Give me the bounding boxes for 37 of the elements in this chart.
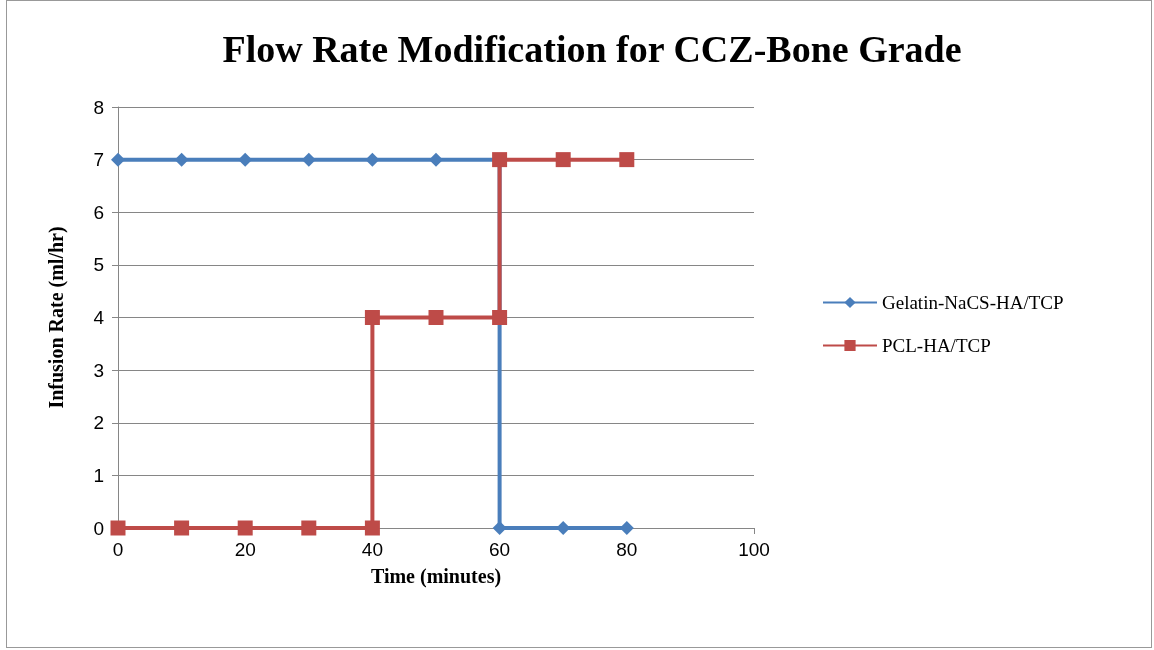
point — [364, 310, 380, 325]
y-tick-label: 4 — [93, 307, 105, 328]
point — [301, 520, 317, 536]
y-tick-label: 2 — [93, 412, 104, 434]
point — [492, 310, 508, 325]
y-tick-label: 0 — [93, 517, 104, 539]
point — [555, 152, 571, 168]
y-tick-label: 1 — [93, 464, 104, 486]
y-tick-label: 6 — [93, 201, 104, 223]
x-tick-label: 0 — [112, 539, 124, 560]
y-tick-label: 7 — [93, 149, 104, 171]
y-axis-title: Infusion Rate (ml/hr) — [45, 226, 68, 409]
legend-label: PCL-HA/TCP — [882, 335, 991, 356]
point — [111, 152, 125, 167]
point — [174, 152, 189, 167]
point — [619, 152, 635, 168]
point — [429, 152, 443, 167]
x-axis-title: Time (minutes) — [370, 565, 502, 588]
point — [428, 310, 444, 325]
point — [301, 152, 316, 167]
y-tick-label: 8 — [93, 96, 104, 118]
legend-label: Gelatin-NaCS-HA/TCP — [882, 292, 1064, 313]
y-tick-label: 3 — [93, 359, 104, 381]
x-tick-label: 20 — [234, 539, 256, 560]
point — [365, 152, 380, 167]
point — [238, 152, 253, 167]
chart-title: Flow Rate Modification for CCZ-Bone Grade — [222, 28, 962, 70]
point — [237, 520, 253, 536]
y-tick-label: 5 — [93, 254, 104, 276]
point — [364, 520, 380, 536]
x-tick-label: 100 — [738, 539, 770, 560]
point — [174, 520, 190, 536]
point — [110, 520, 126, 536]
x-tick-label: 80 — [616, 539, 638, 560]
x-tick-label: 60 — [489, 539, 511, 560]
x-tick-label: 40 — [361, 539, 383, 560]
point — [492, 521, 507, 535]
